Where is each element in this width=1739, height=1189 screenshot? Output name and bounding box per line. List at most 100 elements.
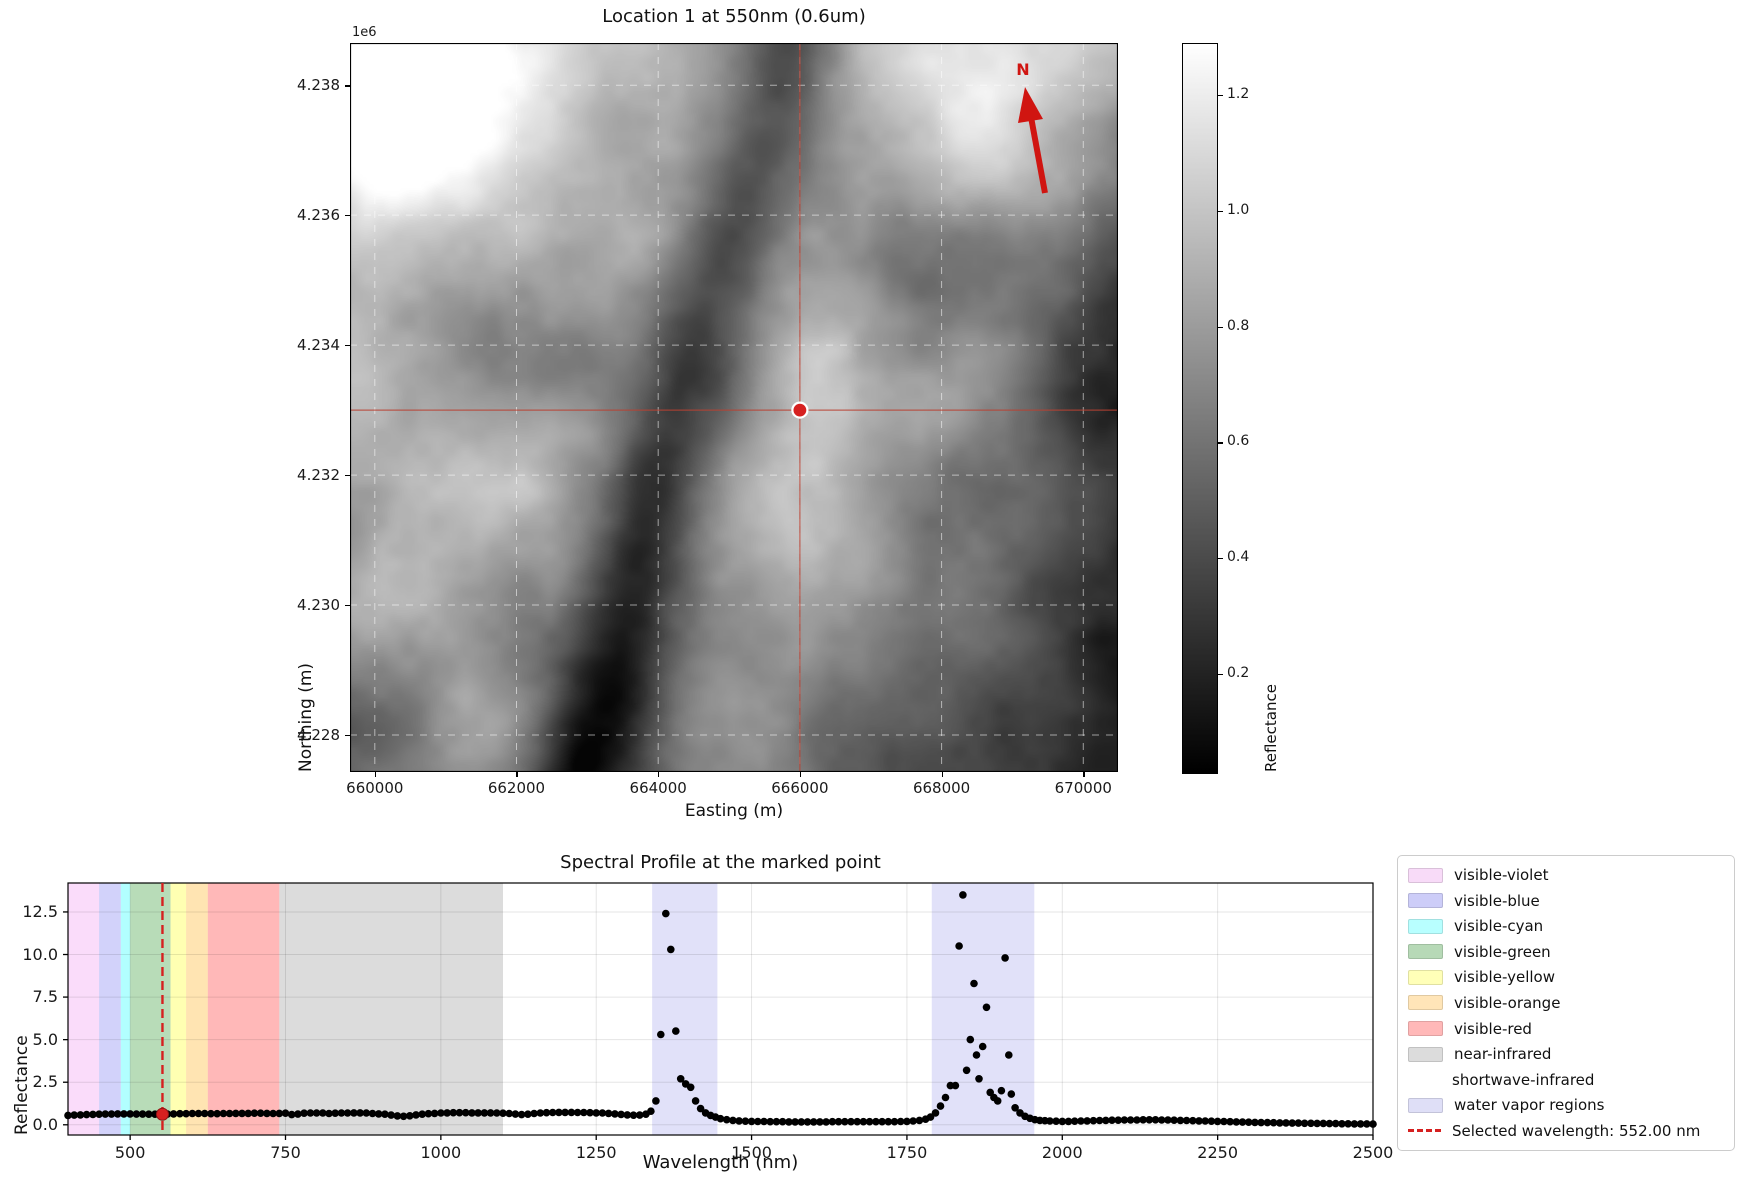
north-arrow-head: [1018, 87, 1043, 123]
map-x-tick-label: 664000: [629, 779, 687, 797]
map-y-tick-label: 4.230: [297, 596, 340, 615]
map-x-tick-label: 666000: [771, 779, 829, 797]
legend-swatch: [1408, 1097, 1443, 1113]
map-x-tick: [941, 772, 943, 777]
north-label: N: [1016, 60, 1029, 79]
map-x-tick: [1083, 772, 1085, 777]
legend-swatch: [1408, 944, 1443, 960]
spectral-y-tick-label: 5.0: [32, 1029, 58, 1049]
wavelength-region-visible-blue: [99, 883, 121, 1135]
map-y-tick: [345, 475, 350, 477]
spectral-x-tick-label: 1000: [420, 1143, 462, 1162]
spectral-axes-border: [67, 882, 1374, 1136]
legend-swatch: [1408, 969, 1443, 985]
map-y-tick: [345, 734, 350, 737]
map-x-tick-label: 670000: [1054, 779, 1112, 797]
legend-item-label: visible-green: [1454, 942, 1551, 961]
wavelength-region-visible-red: [207, 883, 280, 1135]
spectral-x-tick-label: 1250: [575, 1143, 617, 1162]
spectral-x-tick-label: 1750: [886, 1143, 928, 1162]
legend-swatch-empty: [1408, 1073, 1441, 1086]
colorbar-gradient: [1182, 43, 1218, 774]
map-y-tick: [345, 215, 350, 217]
map-x-tick: [658, 772, 660, 777]
map-x-axis-label: Easting (m): [684, 801, 784, 821]
map-y-tick-label: 4.232: [297, 466, 340, 485]
colorbar-tick-label: 0.6: [1227, 433, 1250, 450]
map-y-tick: [345, 605, 350, 607]
legend-item-label: Selected wavelength: 552.00 nm: [1452, 1121, 1701, 1140]
legend-item: visible-orange: [1408, 991, 1724, 1015]
colorbar-tick: [1218, 557, 1223, 560]
legend-item-label: water vapor regions: [1454, 1096, 1605, 1115]
map-y-tick-label: 4.238: [297, 76, 340, 95]
north-arrow-shaft: [1028, 116, 1048, 194]
spectral-x-tick-label: 2000: [1041, 1143, 1083, 1162]
legend-item: Selected wavelength: 552.00 nm: [1408, 1119, 1724, 1143]
spectral-y-tick-label: 2.5: [32, 1072, 58, 1092]
legend-item: visible-yellow: [1408, 965, 1724, 989]
colorbar-tick-label: 1.0: [1227, 201, 1250, 218]
spectral-x-tick-label: 500: [114, 1143, 146, 1162]
map-x-tick: [516, 772, 518, 777]
spectral-x-tick-label: 2500: [1352, 1143, 1394, 1162]
legend-item-label: shortwave-infrared: [1452, 1070, 1595, 1089]
colorbar-tick: [1218, 326, 1223, 328]
spectral-x-tick-label: 2250: [1197, 1143, 1238, 1162]
colorbar-tick-label: 0.2: [1227, 664, 1250, 681]
map-x-tick-label: 668000: [912, 779, 971, 797]
spectral-y-tick-label: 10.0: [22, 944, 58, 964]
colorbar-label: Reflectance: [1262, 684, 1280, 772]
wavelength-region-visible-violet: [68, 883, 100, 1135]
map-border: [350, 43, 1118, 772]
colorbar-tick-label: 0.4: [1227, 548, 1250, 565]
wavelength-region-visible-cyan: [120, 883, 131, 1135]
spectral-x-tick-label: 1500: [731, 1143, 772, 1162]
spectral-y-tick-label: 0.0: [32, 1114, 58, 1134]
legend-swatch: [1408, 1021, 1443, 1037]
map-x-tick-label: 660000: [346, 779, 404, 797]
selected-wavelength-marker[interactable]: [155, 1107, 169, 1121]
legend-swatch: [1408, 893, 1443, 909]
legend-item-label: visible-red: [1454, 1019, 1532, 1038]
colorbar-tick-label: 0.8: [1227, 317, 1250, 334]
map-title: Location 1 at 550nm (0.6um): [602, 6, 866, 27]
wavelength-region-visible-orange: [186, 883, 208, 1135]
map-x-tick: [799, 772, 802, 777]
map-y-tick-label: 4.228: [297, 725, 340, 744]
colorbar-tick: [1218, 442, 1223, 444]
legend-item: visible-red: [1408, 1017, 1724, 1041]
spectrum-points: [64, 891, 1377, 1128]
legend-swatch: [1408, 867, 1443, 883]
legend-item-label: visible-violet: [1454, 866, 1549, 884]
colorbar-tick: [1218, 95, 1223, 97]
wavelength-region-water-vapor-region-1: [652, 883, 718, 1135]
axis-offset-label: 1e6: [352, 25, 377, 40]
map-overlay[interactable]: N: [350, 43, 1118, 772]
colorbar-tick: [1218, 210, 1223, 213]
spectral-title: Spectral Profile at the marked point: [560, 852, 881, 873]
wavelength-region-visible-green: [130, 883, 171, 1135]
legend-swatch-dashed-line: [1408, 1129, 1441, 1133]
legend-swatch: [1408, 995, 1443, 1011]
legend-item-label: visible-yellow: [1454, 968, 1555, 987]
spectral-legend: visible-violet visible-blue visible-cyan vi…: [1397, 855, 1735, 1151]
legend-item: visible-cyan: [1408, 914, 1724, 938]
spectral-plot-area[interactable]: [0, 850, 1739, 1189]
wavelength-region-water-vapor-region-2: [931, 883, 1035, 1135]
colorbar-tick-label: 1.2: [1227, 86, 1250, 103]
spectral-y-tick-label: 12.5: [22, 901, 58, 921]
legend-item: visible-blue: [1408, 889, 1724, 913]
map-y-tick-label: 4.236: [297, 206, 340, 225]
map-image[interactable]: [350, 43, 1118, 772]
marked-point[interactable]: [791, 401, 809, 419]
legend-item: near-infrared: [1408, 1042, 1724, 1066]
map-y-tick-label: 4.234: [297, 336, 340, 355]
colorbar-tick: [1218, 673, 1223, 675]
legend-item-label: visible-blue: [1454, 891, 1540, 910]
legend-item: shortwave-infrared: [1408, 1068, 1724, 1092]
map-x-tick-label: 662000: [487, 779, 546, 797]
spectral-chart-group: [63, 882, 1377, 1140]
legend-item-label: near-infrared: [1454, 1045, 1552, 1064]
